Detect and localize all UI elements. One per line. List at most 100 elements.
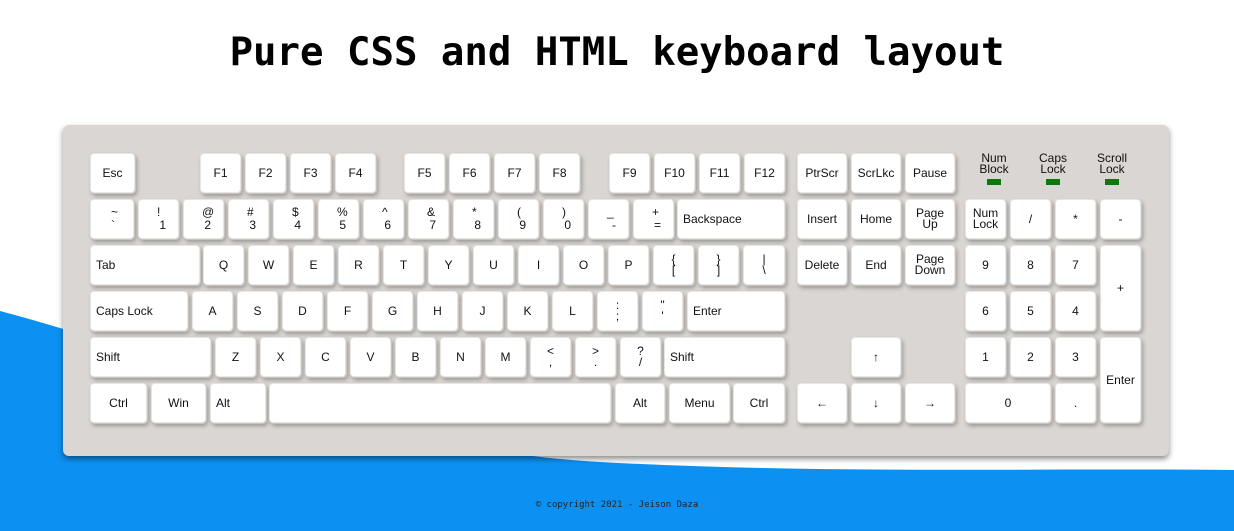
key-z[interactable]: Z <box>215 337 256 377</box>
key-backspace[interactable]: Backspace <box>677 199 785 239</box>
key-pipe[interactable]: | \ <box>743 245 785 285</box>
key-numpad-plus[interactable]: + <box>1100 245 1141 331</box>
key-p[interactable]: P <box>608 245 649 285</box>
key-m[interactable]: M <box>485 337 526 377</box>
key-arrow-left[interactable]: ← <box>797 383 847 423</box>
key-numpad-0[interactable]: 0 <box>965 383 1051 423</box>
key-numpad-4[interactable]: 4 <box>1055 291 1096 331</box>
key-numpad-3[interactable]: 3 <box>1055 337 1096 377</box>
key-equal[interactable]: + = <box>633 199 674 239</box>
key-f4[interactable]: F4 <box>335 153 376 193</box>
key-f8[interactable]: F8 <box>539 153 580 193</box>
key-arrow-up[interactable]: ↑ <box>851 337 901 377</box>
key-f2[interactable]: F2 <box>245 153 286 193</box>
key-3[interactable]: #3 <box>228 199 269 239</box>
key-f3[interactable]: F3 <box>290 153 331 193</box>
key-slash[interactable]: ? / <box>620 337 661 377</box>
key-num-lock[interactable]: Num Lock <box>965 199 1006 239</box>
key-d[interactable]: D <box>282 291 323 331</box>
key-backtick[interactable]: ~ ` <box>90 199 134 239</box>
key-f6[interactable]: F6 <box>449 153 490 193</box>
key-numpad-dot[interactable]: . <box>1055 383 1096 423</box>
key-1[interactable]: ! 1 <box>138 199 179 239</box>
key-right-brace[interactable]: }] <box>698 245 739 285</box>
key-menu[interactable]: Menu <box>669 383 730 423</box>
key-pause[interactable]: Pause <box>905 153 955 193</box>
key-c[interactable]: C <box>305 337 346 377</box>
key-h[interactable]: H <box>417 291 458 331</box>
key-5[interactable]: % 5 <box>318 199 359 239</box>
key-left-ctrl[interactable]: Ctrl <box>90 383 147 423</box>
key-numpad-5[interactable]: 5 <box>1010 291 1051 331</box>
key-numpad-2[interactable]: 2 <box>1010 337 1051 377</box>
key-left-alt[interactable]: Alt <box>210 383 266 423</box>
key-t[interactable]: T <box>383 245 424 285</box>
key-w[interactable]: W <box>248 245 289 285</box>
key-f10[interactable]: F10 <box>654 153 695 193</box>
key-9[interactable]: (9 <box>498 199 539 239</box>
key-scroll-lock[interactable]: ScrLkc <box>851 153 901 193</box>
key-o[interactable]: O <box>563 245 604 285</box>
key-2[interactable]: @2 <box>183 199 224 239</box>
key-enter[interactable]: Enter <box>687 291 785 331</box>
key-j[interactable]: J <box>462 291 503 331</box>
key-caps-lock[interactable]: Caps Lock <box>90 291 188 331</box>
key-e[interactable]: E <box>293 245 334 285</box>
key-f9[interactable]: F9 <box>609 153 650 193</box>
key-6[interactable]: ^ 6 <box>363 199 404 239</box>
key-numpad-minus[interactable]: - <box>1100 199 1141 239</box>
key-numpad-7[interactable]: 7 <box>1055 245 1096 285</box>
key-g[interactable]: G <box>372 291 413 331</box>
key-right-shift[interactable]: Shift <box>664 337 785 377</box>
key-home[interactable]: Home <box>851 199 901 239</box>
key-right-ctrl[interactable]: Ctrl <box>733 383 785 423</box>
key-arrow-down[interactable]: ↓ <box>851 383 901 423</box>
key-v[interactable]: V <box>350 337 391 377</box>
key-comma[interactable]: <, <box>530 337 571 377</box>
key-k[interactable]: K <box>507 291 548 331</box>
key-q[interactable]: Q <box>203 245 244 285</box>
key-period[interactable]: >. <box>575 337 616 377</box>
key-win[interactable]: Win <box>151 383 206 423</box>
key-page-down[interactable]: Page Down <box>905 245 955 285</box>
key-y[interactable]: Y <box>428 245 469 285</box>
key-b[interactable]: B <box>395 337 436 377</box>
key-numpad-8[interactable]: 8 <box>1010 245 1051 285</box>
key-numpad-star[interactable]: * <box>1055 199 1096 239</box>
key-numpad-enter[interactable]: Enter <box>1100 337 1141 423</box>
key-f5[interactable]: F5 <box>404 153 445 193</box>
key-arrow-right[interactable]: → <box>905 383 955 423</box>
key-f12[interactable]: F12 <box>744 153 785 193</box>
key-page-up[interactable]: Page Up <box>905 199 955 239</box>
key-numpad-9[interactable]: 9 <box>965 245 1006 285</box>
key-numpad-1[interactable]: 1 <box>965 337 1006 377</box>
key-right-alt[interactable]: Alt <box>615 383 665 423</box>
key-f7[interactable]: F7 <box>494 153 535 193</box>
key-4[interactable]: $4 <box>273 199 314 239</box>
key-delete[interactable]: Delete <box>797 245 847 285</box>
key-minus[interactable]: _ - <box>588 199 629 239</box>
key-u[interactable]: U <box>473 245 514 285</box>
key-8[interactable]: * 8 <box>453 199 494 239</box>
key-left-brace[interactable]: {[ <box>653 245 694 285</box>
key-insert[interactable]: Insert <box>797 199 847 239</box>
key-quote[interactable]: " ' <box>642 291 683 331</box>
key-tab[interactable]: Tab <box>90 245 200 285</box>
key-f1[interactable]: F1 <box>200 153 241 193</box>
key-l[interactable]: L <box>552 291 593 331</box>
key-n[interactable]: N <box>440 337 481 377</box>
key-f11[interactable]: F11 <box>699 153 740 193</box>
key-7[interactable]: & 7 <box>408 199 449 239</box>
key-space[interactable] <box>269 383 611 423</box>
key-f[interactable]: F <box>327 291 368 331</box>
key-x[interactable]: X <box>260 337 301 377</box>
key-print-screen[interactable]: PtrScr <box>797 153 847 193</box>
key-left-shift[interactable]: Shift <box>90 337 211 377</box>
key-esc[interactable]: Esc <box>90 153 135 193</box>
key-a[interactable]: A <box>192 291 233 331</box>
key-numpad-6[interactable]: 6 <box>965 291 1006 331</box>
key-end[interactable]: End <box>851 245 901 285</box>
key-semicolon[interactable]: :; <box>597 291 638 331</box>
key-r[interactable]: R <box>338 245 379 285</box>
key-0[interactable]: ) 0 <box>543 199 584 239</box>
